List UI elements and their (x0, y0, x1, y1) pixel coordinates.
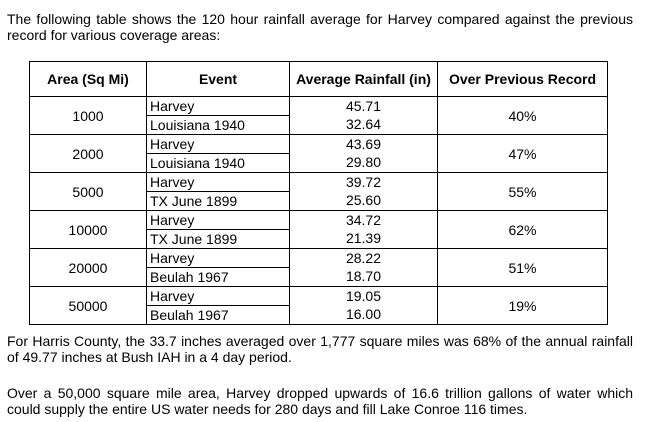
area-cell: 50000 (29, 286, 147, 325)
average-current: 19.05 (345, 288, 382, 304)
event-previous: TX June 1899 (147, 229, 289, 248)
harris-county-paragraph: For Harris County, the 33.7 inches avera… (7, 333, 633, 365)
area-cell: 10000 (29, 210, 147, 249)
area-cell: 2000 (29, 134, 147, 173)
average-previous: 25.60 (345, 192, 382, 208)
event-cell: Harvey TX June 1899 (146, 172, 290, 211)
average-current: 28.22 (345, 250, 382, 266)
table-header-row: Area (Sq Mi) Event Average Rainfall (in)… (29, 61, 608, 97)
over-record-cell: 55% (437, 172, 608, 211)
average-previous: 32.64 (345, 116, 382, 132)
table-row: 10000 Harvey TX June 1899 34.72 21.39 62… (29, 210, 608, 249)
average-cell: 39.72 25.60 (289, 172, 438, 211)
header-area: Area (Sq Mi) (29, 61, 147, 97)
event-previous: TX June 1899 (147, 191, 289, 210)
table-row: 20000 Harvey Beulah 1967 28.22 18.70 51% (29, 248, 608, 287)
event-previous: Beulah 1967 (147, 267, 289, 286)
average-previous: 21.39 (345, 230, 382, 246)
event-cell: Harvey Beulah 1967 (146, 286, 290, 325)
over-record-cell: 19% (437, 286, 608, 325)
event-cell: Harvey Louisiana 1940 (146, 134, 290, 173)
average-current: 34.72 (345, 212, 382, 228)
average-current: 43.69 (345, 136, 382, 152)
event-cell: Harvey Louisiana 1940 (146, 96, 290, 135)
average-cell: 45.71 32.64 (289, 96, 438, 135)
event-current: Harvey (150, 174, 195, 190)
event-previous: Louisiana 1940 (147, 115, 289, 134)
header-event: Event (146, 61, 290, 97)
header-over-previous-record: Over Previous Record (437, 61, 608, 97)
event-current: Harvey (150, 98, 195, 114)
event-current: Harvey (150, 136, 195, 152)
rainfall-table: Area (Sq Mi) Event Average Rainfall (in)… (29, 61, 608, 325)
event-previous: Louisiana 1940 (147, 153, 289, 172)
event-current: Harvey (150, 212, 195, 228)
average-cell: 43.69 29.80 (289, 134, 438, 173)
over-record-cell: 51% (437, 248, 608, 287)
average-previous: 18.70 (345, 268, 382, 284)
table-row: 5000 Harvey TX June 1899 39.72 25.60 55% (29, 172, 608, 211)
average-previous: 16.00 (345, 306, 382, 322)
average-cell: 28.22 18.70 (289, 248, 438, 287)
average-previous: 29.80 (345, 154, 382, 170)
average-cell: 19.05 16.00 (289, 286, 438, 325)
average-current: 39.72 (345, 174, 382, 190)
over-record-cell: 40% (437, 96, 608, 135)
average-current: 45.71 (345, 98, 382, 114)
area-cell: 20000 (29, 248, 147, 287)
event-previous: Beulah 1967 (147, 305, 289, 324)
table-row: 50000 Harvey Beulah 1967 19.05 16.00 19% (29, 286, 608, 325)
table-row: 1000 Harvey Louisiana 1940 45.71 32.64 4… (29, 96, 608, 135)
event-cell: Harvey TX June 1899 (146, 210, 290, 249)
intro-paragraph: The following table shows the 120 hour r… (7, 11, 633, 43)
header-average-rainfall: Average Rainfall (in) (289, 61, 438, 97)
over-record-cell: 47% (437, 134, 608, 173)
area-cell: 5000 (29, 172, 147, 211)
event-cell: Harvey Beulah 1967 (146, 248, 290, 287)
harvey-50000-sq-mi-paragraph: Over a 50,000 square mile area, Harvey d… (7, 385, 633, 417)
table-row: 2000 Harvey Louisiana 1940 43.69 29.80 4… (29, 134, 608, 173)
event-current: Harvey (150, 288, 195, 304)
over-record-cell: 62% (437, 210, 608, 249)
event-current: Harvey (150, 250, 195, 266)
area-cell: 1000 (29, 96, 147, 135)
average-cell: 34.72 21.39 (289, 210, 438, 249)
